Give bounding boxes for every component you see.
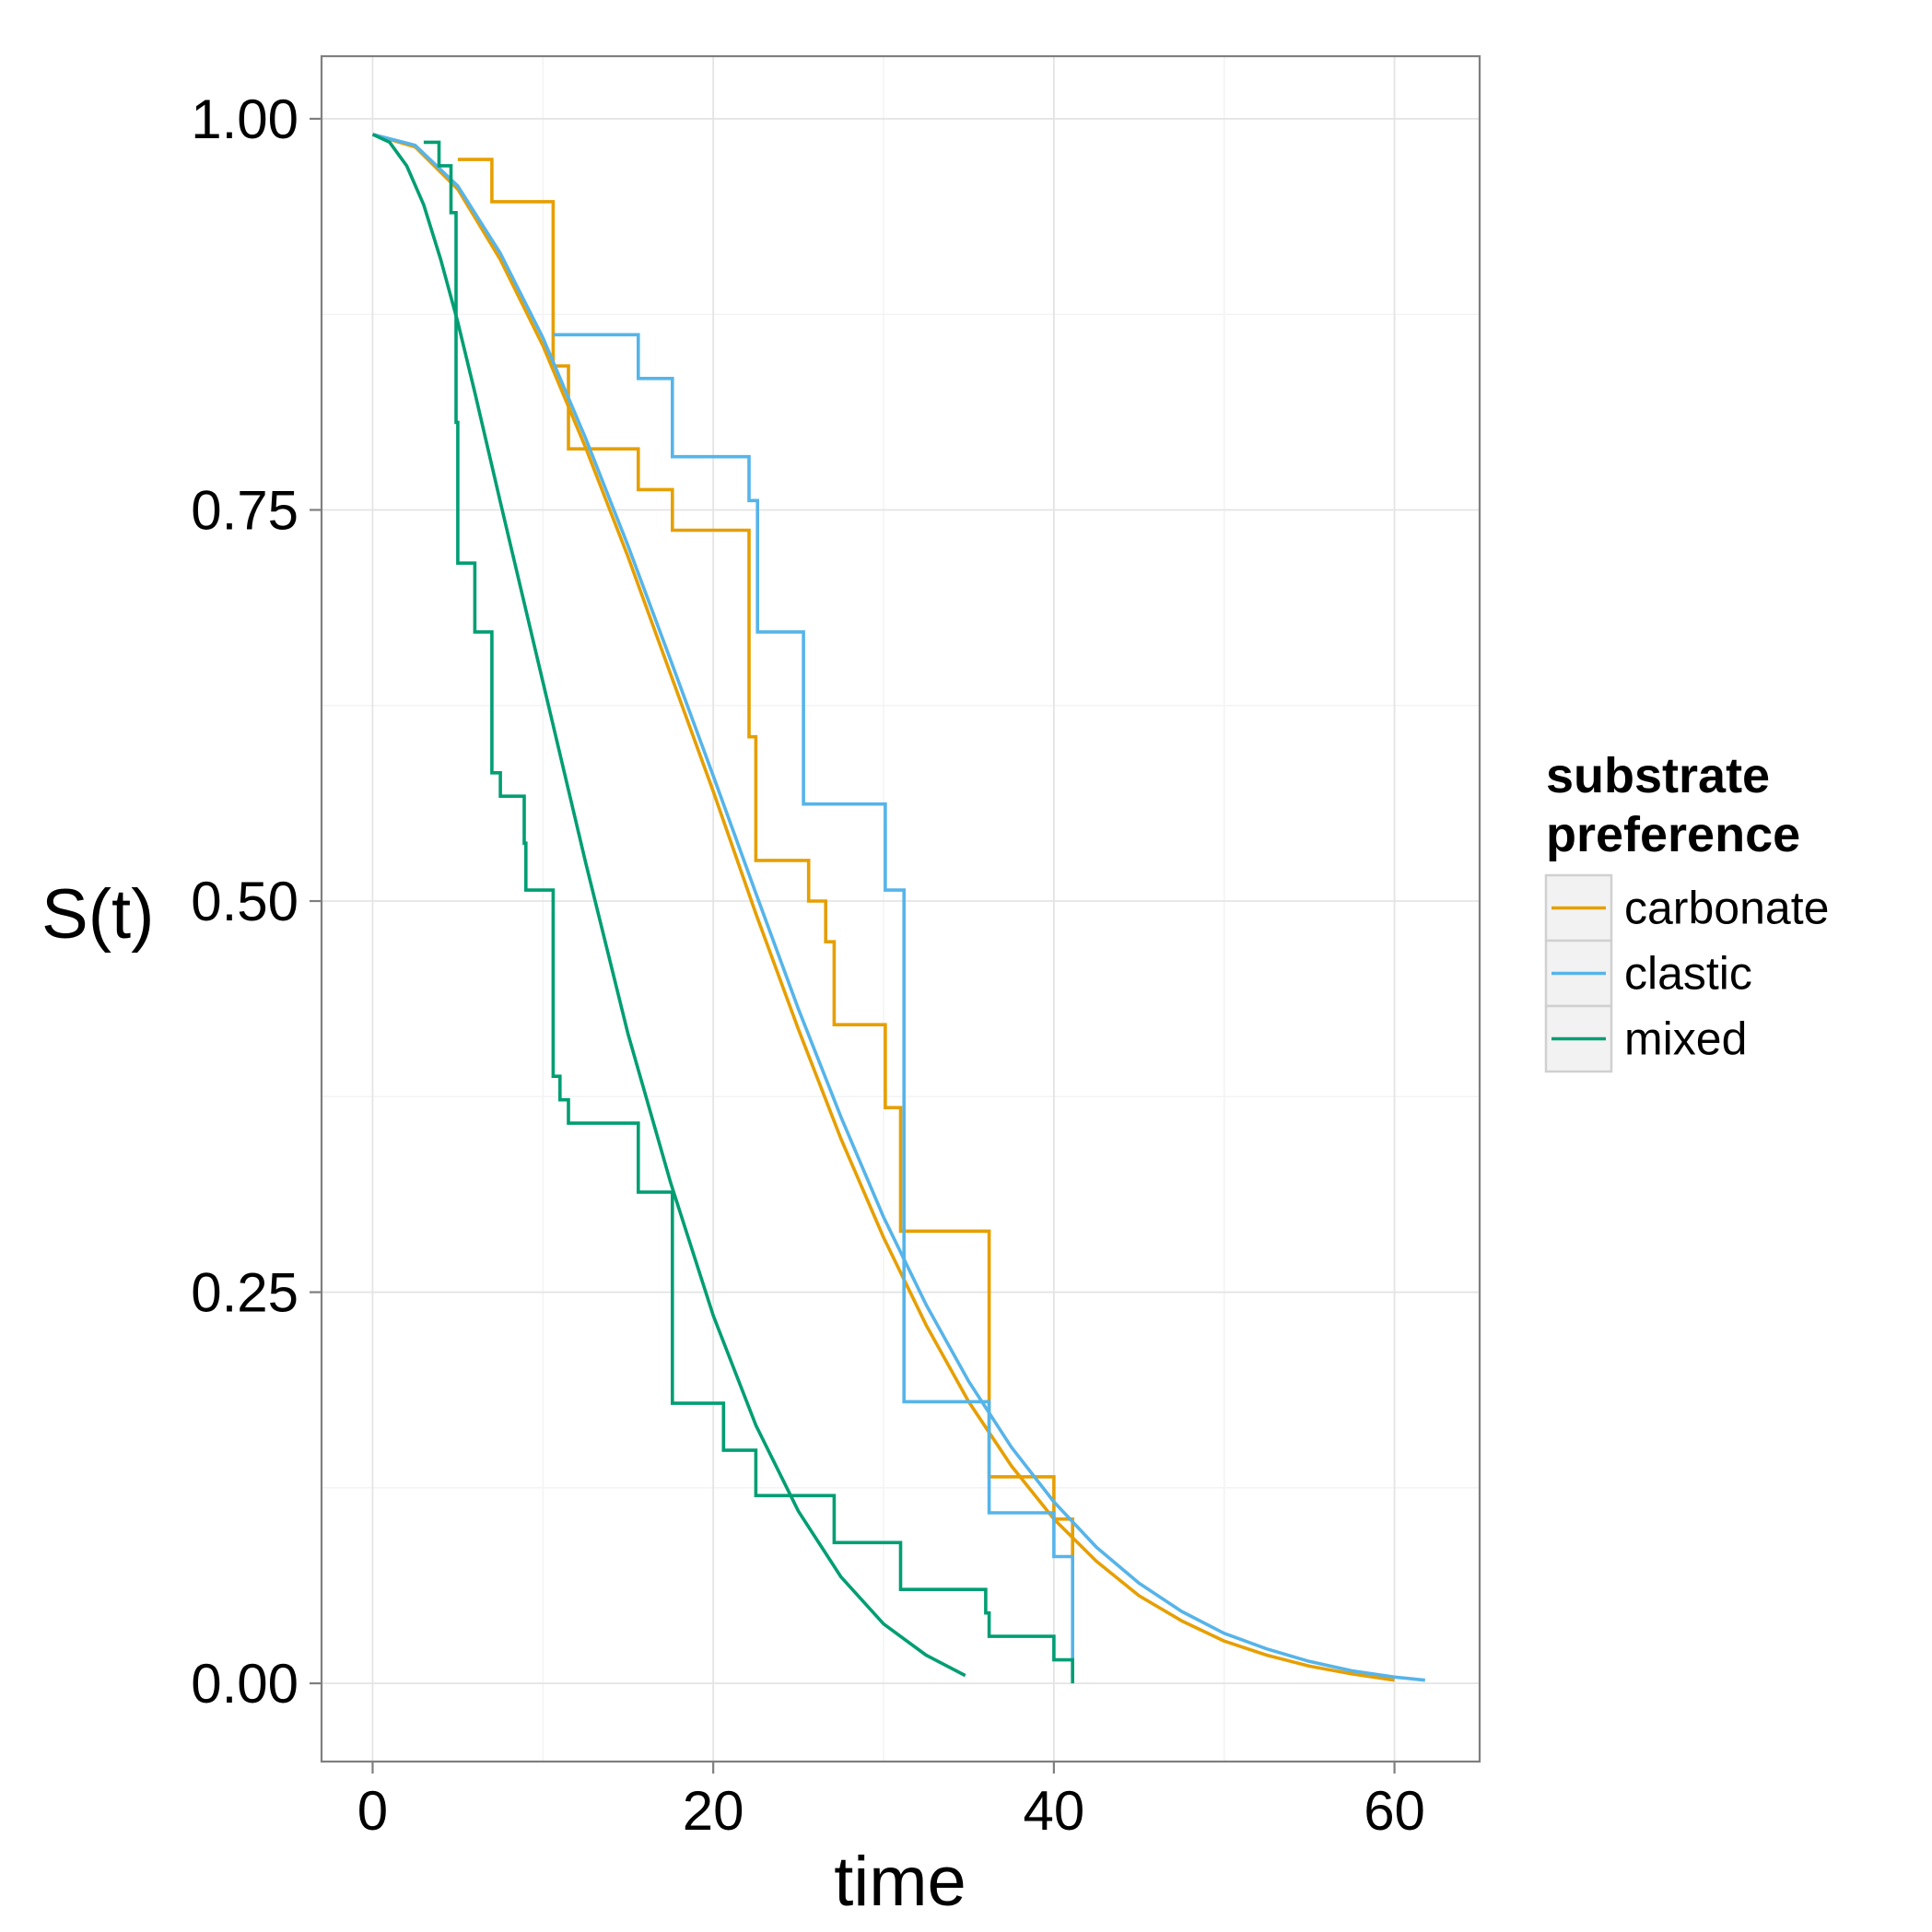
plot-border: [320, 54, 1481, 1763]
legend-title: preference: [1546, 807, 1800, 862]
y-tick-label: 0.00: [191, 1653, 299, 1715]
y-tick-label: 1.00: [191, 88, 299, 150]
legend-label-carbonate: carbonate: [1624, 883, 1829, 934]
km-step-clastic: [553, 333, 1074, 1679]
plot-panel: [322, 56, 1480, 1762]
x-tick-label: 0: [357, 1780, 388, 1842]
y-axis: 0.00 0.25 0.50 0.75 1.00: [191, 88, 322, 1715]
grid-minor: [322, 56, 1480, 1762]
x-axis: 0 20 40 60: [357, 1762, 1425, 1842]
km-step-mixed: [423, 140, 1074, 1684]
y-axis-title: S(t): [41, 875, 154, 954]
x-axis-title: time: [834, 1843, 966, 1921]
x-tick-label: 40: [1023, 1780, 1084, 1842]
fit-curve-mixed: [371, 133, 966, 1678]
legend-title: substrate: [1546, 748, 1770, 803]
x-tick-label: 60: [1364, 1780, 1425, 1842]
y-tick-label: 0.50: [191, 871, 299, 932]
series-layer: [371, 133, 1425, 1684]
km-step-carbonate: [457, 158, 1074, 1560]
legend-label-clastic: clastic: [1624, 948, 1752, 1000]
y-tick-label: 0.25: [191, 1262, 299, 1324]
fit-curve-carbonate: [371, 133, 1395, 1682]
legend-label-mixed: mixed: [1624, 1013, 1747, 1065]
y-tick-label: 0.75: [191, 479, 299, 541]
x-tick-label: 20: [683, 1780, 744, 1842]
